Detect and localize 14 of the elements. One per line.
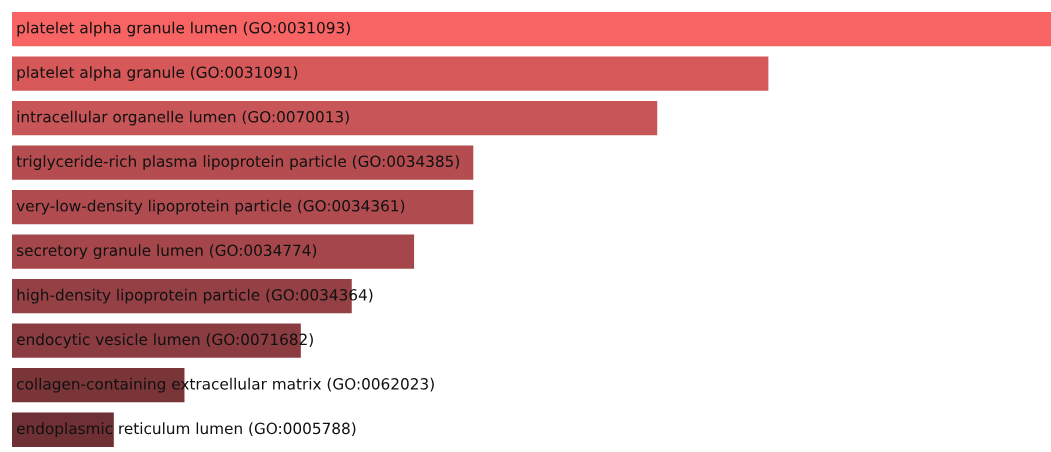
bar: [12, 56, 769, 91]
y-tick-label: secretory granule lumen (GO:0034774): [16, 244, 317, 260]
bar: [12, 234, 415, 269]
y-tick-label: very-low-density lipoprotein particle (GO:0034361): [16, 199, 405, 215]
bar: [12, 145, 474, 180]
y-tick-label: platelet alpha granule lumen (GO:0031093): [17, 21, 350, 37]
y-tick-label: intracellular organelle lumen (GO:0070013): [17, 110, 349, 126]
bar: [12, 11, 1051, 47]
y-tick-label: triglyceride-rich plasma lipoprotein particle (GO:0034385): [16, 155, 459, 170]
bar: [12, 412, 114, 447]
y-tick-label: platelet alpha granule (GO:0031091): [17, 66, 298, 81]
bar: [12, 189, 474, 225]
y-tick-label: endoplasmic reticulum lumen (GO:0005788): [17, 422, 356, 438]
bar: [12, 100, 658, 136]
